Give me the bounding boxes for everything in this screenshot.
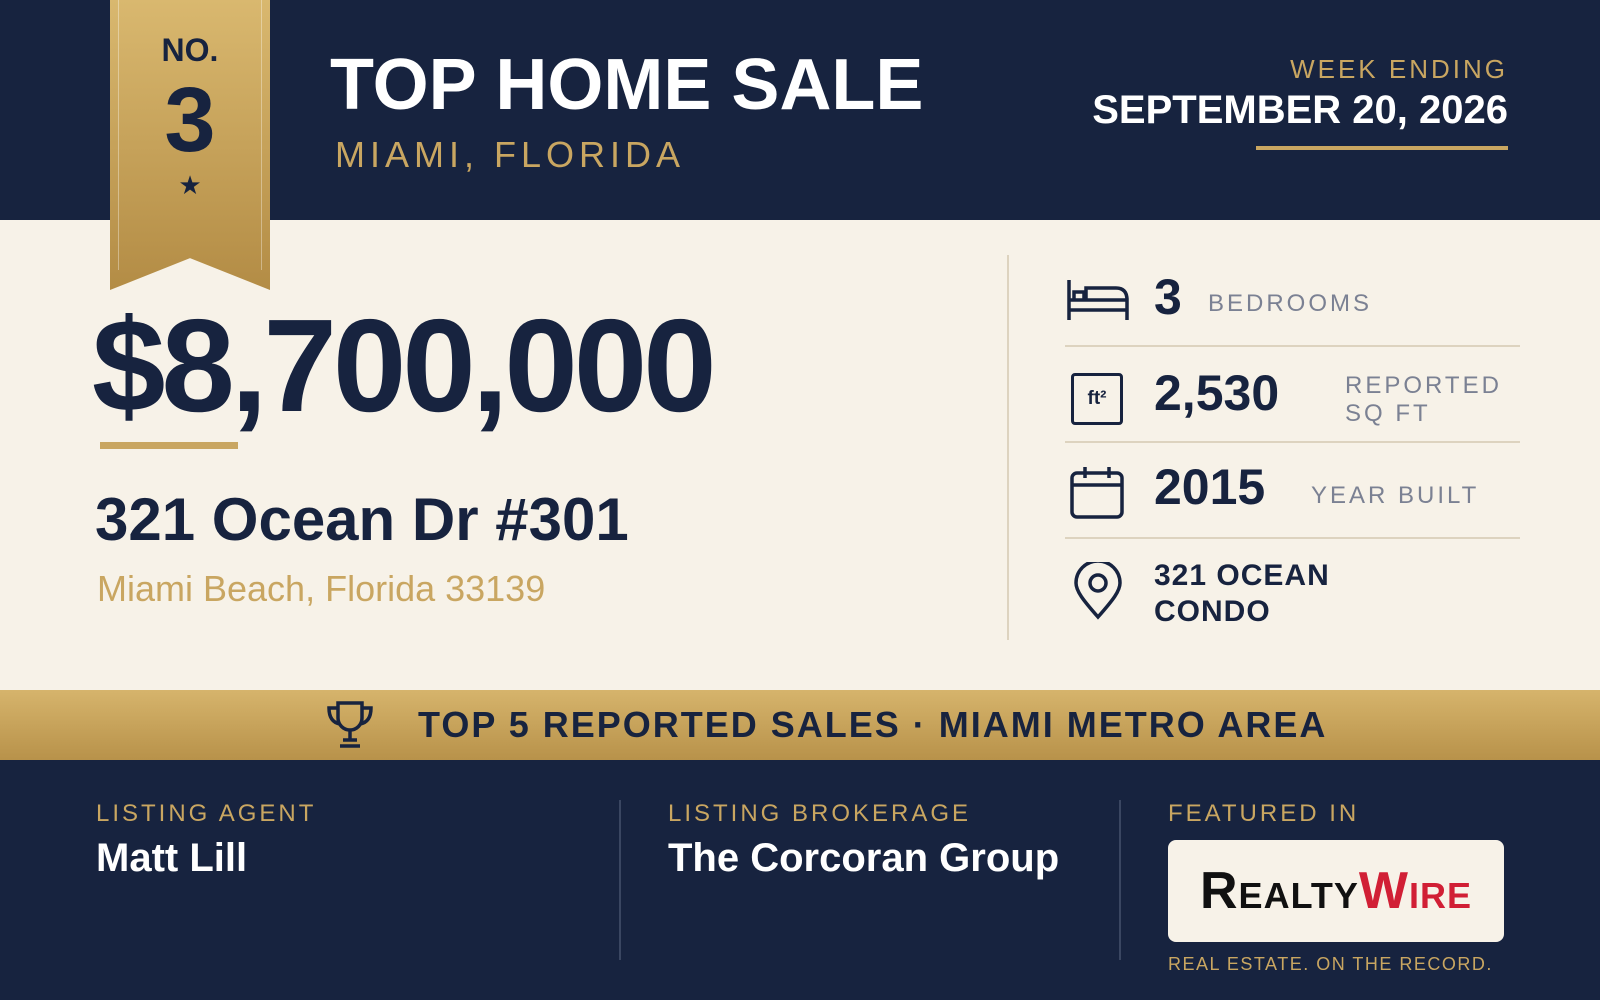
stat-label: BEDROOMS	[1208, 290, 1373, 317]
footer-divider	[1119, 800, 1121, 960]
star-icon: ★	[178, 170, 202, 200]
footer-divider	[619, 800, 621, 960]
city: Miami Beach, Florida 33139	[97, 568, 546, 609]
stat-separator	[1065, 345, 1520, 347]
ribbon-border	[118, 0, 262, 270]
trophy-icon	[327, 701, 373, 748]
featured-label: FEATURED IN	[1168, 800, 1360, 827]
agent: Matt Lill	[96, 836, 248, 880]
divider	[1007, 255, 1009, 640]
building-name: 321 OCEAN CONDO	[1154, 559, 1330, 628]
rank-prefix: NO.	[161, 32, 219, 68]
title: TOP HOME SALE	[330, 45, 924, 125]
banner-text: TOP 5 REPORTED SALES · MIAMI METRO AREA	[418, 704, 1328, 745]
stat-label: YEAR BUILT	[1311, 482, 1480, 509]
price: $8,700,000	[92, 292, 717, 439]
logo-first: Realty	[1200, 862, 1359, 920]
rank-number: 3	[164, 69, 216, 171]
address: 321 Ocean Dr #301	[95, 486, 629, 553]
stat-value: 2,530	[1154, 365, 1280, 421]
week-date: SEPTEMBER 20, 2026	[1092, 88, 1508, 132]
banner-band	[0, 690, 1600, 760]
agent-label: LISTING AGENT	[96, 800, 317, 827]
rank-ribbon: NO. 3 ★	[110, 0, 270, 290]
brokerage-label: LISTING BROKERAGE	[668, 800, 972, 827]
logo-second: Wire	[1358, 862, 1472, 920]
stat-value: 3	[1154, 269, 1182, 325]
stat-separator	[1065, 537, 1520, 539]
area-icon: ft²	[1071, 373, 1123, 425]
stat-value: 2015	[1154, 459, 1266, 515]
pin-icon	[1074, 562, 1122, 620]
location: MIAMI, FLORIDA	[335, 134, 686, 175]
calendar-icon	[1070, 467, 1124, 519]
price-underline	[100, 442, 238, 449]
brokerage: The Corcoran Group	[668, 836, 1060, 880]
date-underline	[1256, 146, 1508, 150]
logo: RealtyWire	[1168, 840, 1504, 942]
tagline: REAL ESTATE. ON THE RECORD.	[1168, 954, 1493, 974]
stat-separator	[1065, 441, 1520, 443]
stat-label: REPORTED SQ FT	[1345, 372, 1502, 427]
week-label: WEEK ENDING	[1290, 54, 1508, 84]
bed-icon	[1067, 280, 1129, 320]
